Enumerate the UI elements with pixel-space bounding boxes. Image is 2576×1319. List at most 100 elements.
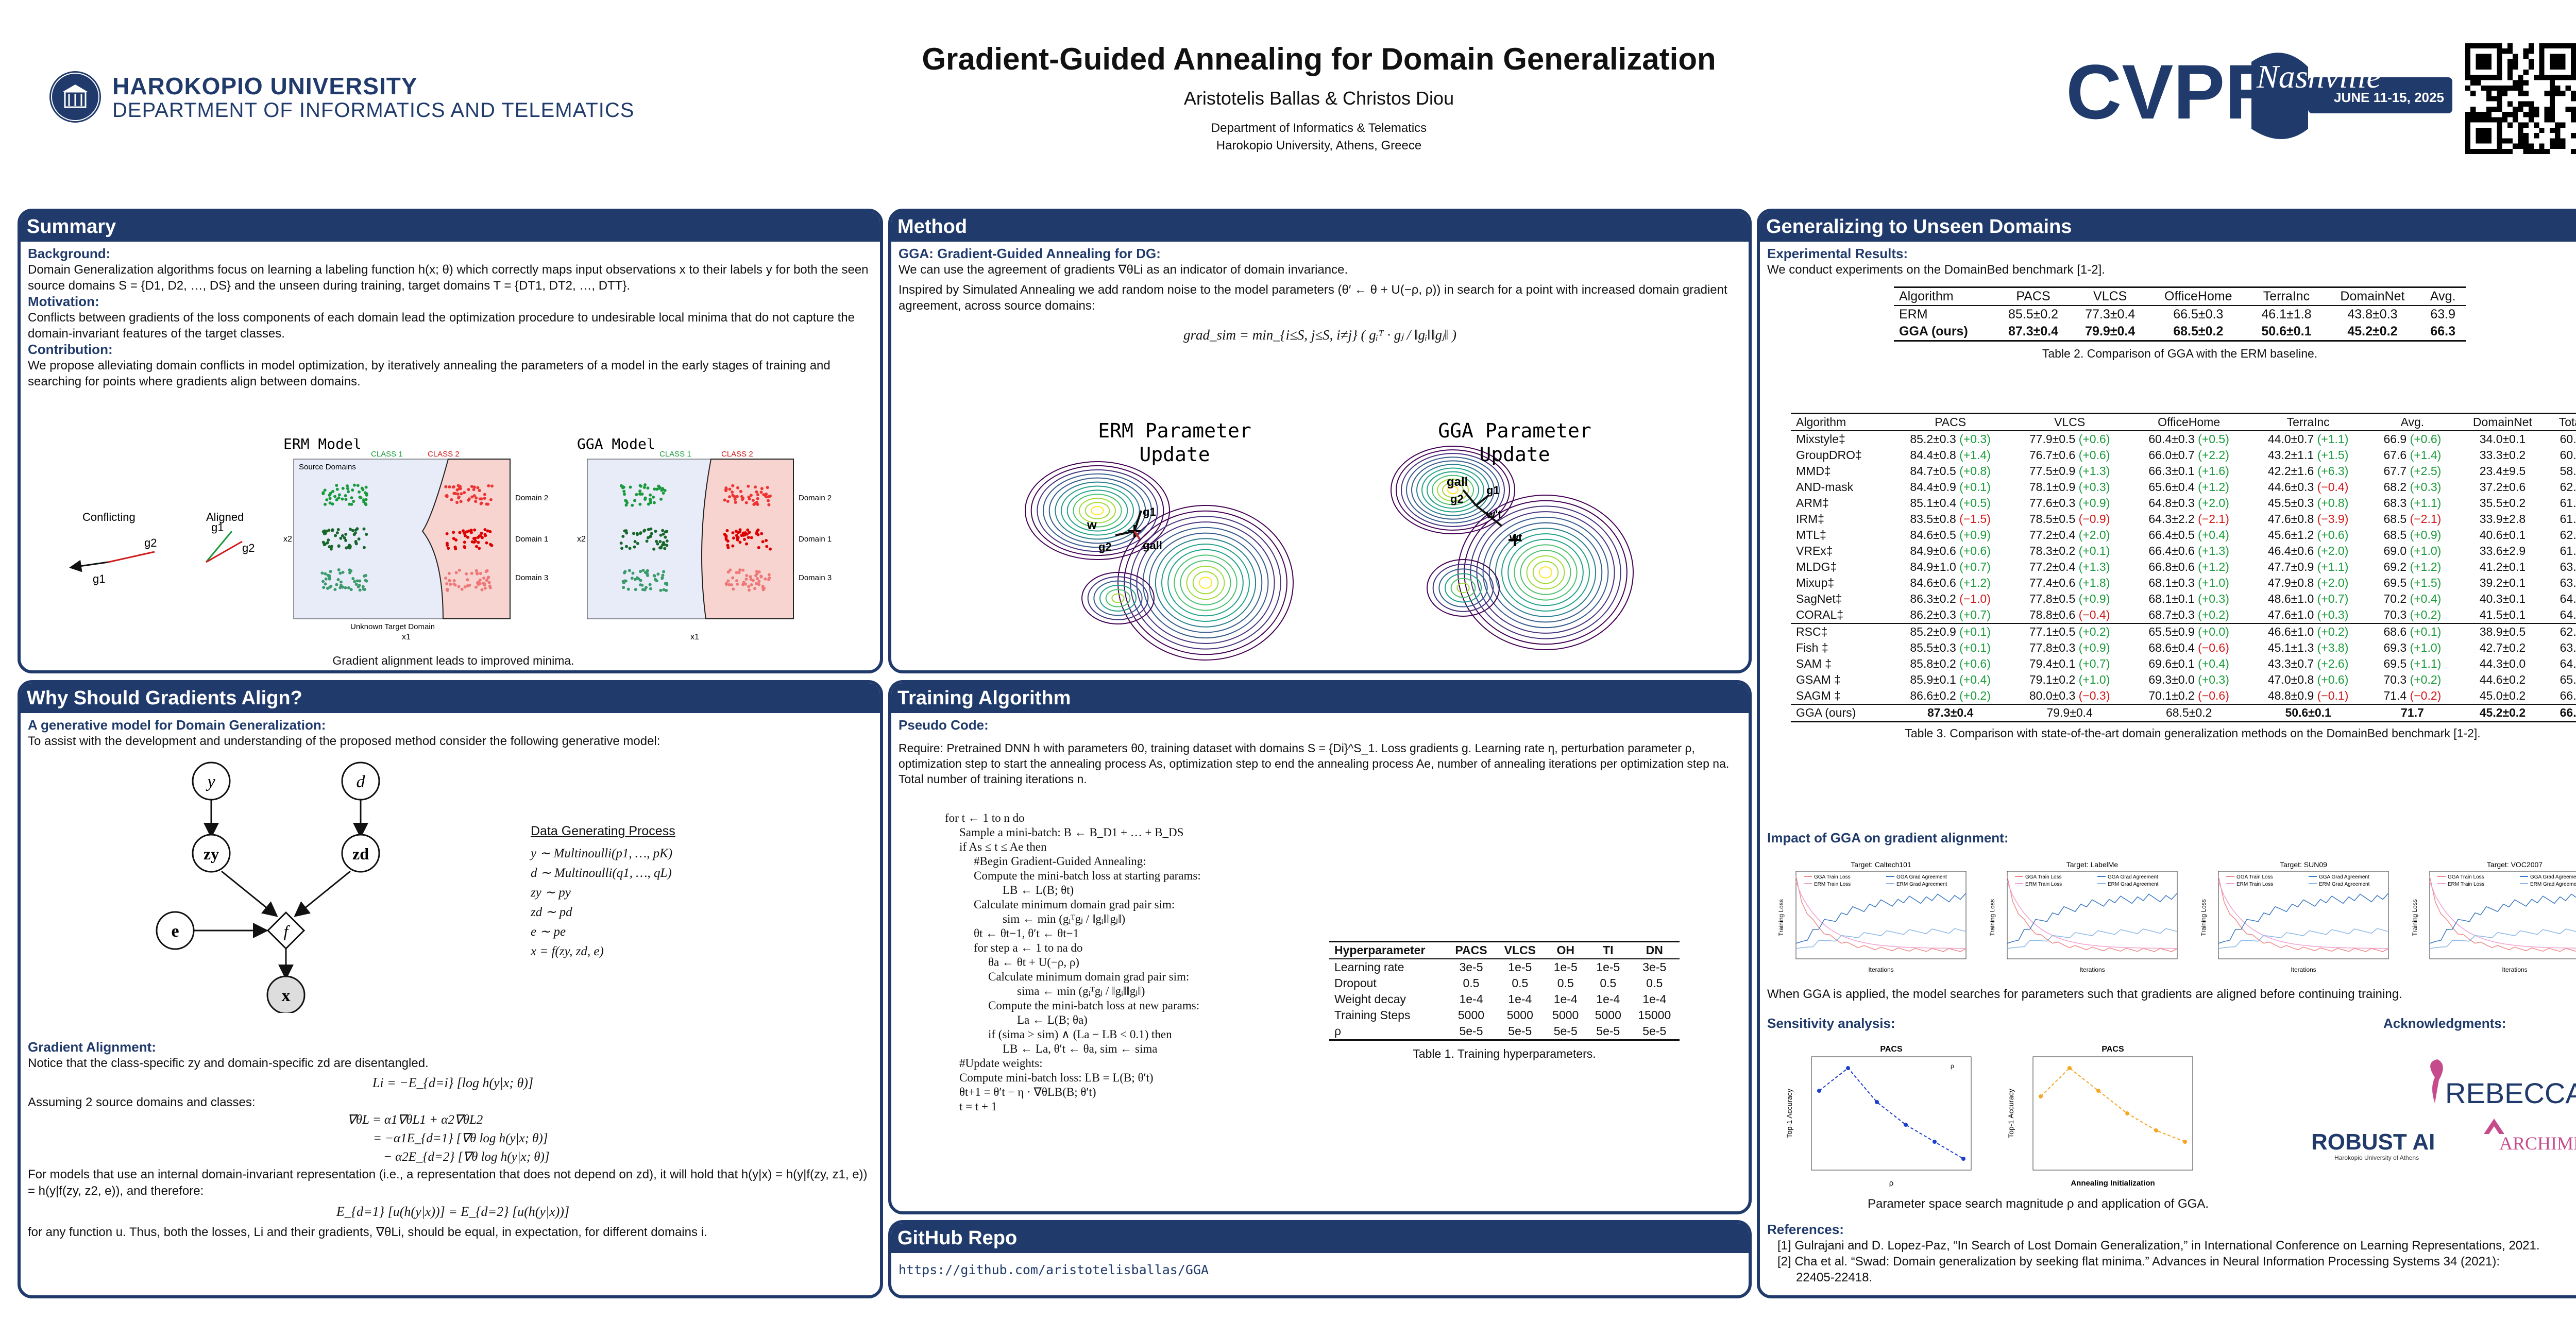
affiliation-line: Department of Informatics & Telematics [1211, 121, 1427, 135]
node-d: d [357, 772, 366, 791]
table-row: MTL‡ 84.6±0.5 (+0.9) 77.2±0.4 (+2.0) 66.4±0… [1791, 527, 2576, 543]
cell-delta: (+1.0) [2078, 673, 2110, 686]
column-header: OfficeHome [2164, 289, 2232, 303]
table-cell: 85.5±0.3 (+0.1) [1891, 640, 2010, 656]
table-cell: 63.9 [2560, 641, 2576, 654]
cell-value: 79.1±0.2 [2029, 673, 2079, 686]
table-cell: 80.0±0.3 (−0.3) [2010, 688, 2129, 704]
cell-value: 43.2±1.1 [2267, 448, 2317, 462]
table-cell: 69.0 (+1.0) [2368, 543, 2457, 559]
university-name: HAROKOPIO UNIVERSITY [112, 73, 418, 99]
code-line: if (sima > sim) ∧ (La − LB < 0.1) then [988, 1028, 1172, 1041]
table-cell: 0.5 [1600, 976, 1617, 990]
cell-delta: (+6.3) [2317, 464, 2349, 478]
table-cell: 40.3±0.1 [2479, 592, 2526, 605]
generative-model-text: To assist with the development and under… [28, 734, 660, 748]
cell-value: 85.1±0.4 [1910, 496, 1960, 510]
cell-delta: (+0.4) [2198, 528, 2229, 542]
code-line: for step a ← 1 to na do [974, 941, 1083, 954]
plot-legend-entry: ERM Grad Agreement [2530, 882, 2576, 887]
qr-code-icon[interactable] [2465, 43, 2576, 154]
table-cell: 66.3±0.1 (+1.6) [2129, 463, 2249, 479]
table-cell: 87.3±0.4 [2008, 324, 2059, 339]
sens-xlabel: ρ [1889, 1179, 1894, 1188]
table-cell: 66.8±0.6 (+1.2) [2129, 559, 2249, 575]
table-cell: 68.5±0.2 [2173, 324, 2224, 339]
cell-delta: (+0.4) [1959, 673, 1991, 686]
why-panel: Why Should Gradients Align? A generative… [18, 680, 883, 1298]
cell-value: 70.3 [2383, 608, 2410, 621]
sensitivity-caption: Parameter space search magnitude ρ and a… [1867, 1197, 2209, 1211]
pseudocode-heading: Pseudo Code: [899, 717, 989, 733]
code-line: #Update weights: [959, 1057, 1043, 1070]
plot-ylabel: Training Loss [2411, 899, 2418, 936]
table-row: RSC‡ 85.2±0.9 (+0.1) 77.1±0.5 (+0.2) 65.5±0… [1791, 623, 2576, 640]
authors: Aristotelis Ballas & Christos Diou [1183, 88, 1454, 109]
method-text: We can use the agreement of gradients ∇θ… [899, 263, 1348, 277]
table-cell: 69.3±0.0 (+0.3) [2129, 672, 2249, 688]
table3-wrap: Algorithm PACS VLCS OfficeHome TerraInc Avg. D… [1791, 413, 2576, 740]
cvpr-text: CVPR [2066, 48, 2281, 135]
cell-value: 66.4±0.6 [2148, 544, 2198, 557]
table-cell: 5e-5 [1553, 1024, 1578, 1038]
class1-label: CLASS 1 [371, 450, 403, 459]
experimental-results-heading: Experimental Results: [1767, 246, 1908, 261]
table-cell: 48.8±0.9 (−0.1) [2248, 688, 2368, 704]
table-cell: ρ [1334, 1024, 1342, 1038]
require-text: Require: Pretrained DNN h with parameter… [899, 741, 1730, 786]
table-cell: 38.9±0.5 [2479, 625, 2526, 638]
table-cell: 44.6±0.3 (−0.4) [2248, 479, 2368, 495]
cell-value: 69.6±0.1 [2148, 657, 2198, 670]
gga-g2-label: g2 [1450, 493, 1464, 505]
sensitivity-heading: Sensitivity analysis: [1767, 1016, 1895, 1031]
dgp-line: zd ∼ pd [531, 905, 572, 919]
cell-delta: (+0.1) [1959, 625, 1991, 638]
plot-legend-entry: ERM Grad Agreement [2108, 882, 2159, 887]
table-cell: 48.6±1.0 (+0.7) [2248, 591, 2368, 607]
data-point [2183, 1140, 2187, 1144]
cell-delta: (+0.6) [1959, 657, 1991, 670]
equation: ∇θL = α1∇θL1 + α2∇θL2 [347, 1113, 483, 1127]
github-link[interactable]: https://github.com/aristotelisballas/GGA [899, 1262, 1209, 1277]
table-cell: 65.1 [2560, 673, 2576, 686]
cell-value: 70.3 [2383, 673, 2410, 686]
column-header: VLCS [2093, 289, 2127, 303]
table-cell: GSAM ‡ [1796, 673, 1841, 686]
plot-legend-entry: GGA Train Loss [2448, 874, 2484, 880]
table-cell: 0.5 [1512, 976, 1529, 990]
ga-text: For models that use an internal domain-i… [28, 1168, 868, 1198]
table-cell: 23.4±9.5 [2479, 464, 2526, 478]
equation: = −α1E_{d=1} [∇θ log h(y|x; θ)] [373, 1131, 548, 1145]
rebecca-ribbon-icon [2430, 1059, 2443, 1103]
cell-value: 47.6±1.0 [2267, 608, 2317, 621]
table-cell: 5e-5 [1459, 1024, 1483, 1038]
plot-legend-entry: ERM Train Loss [1814, 882, 1851, 887]
table-cell: 83.5±0.8 (−1.5) [1891, 511, 2010, 527]
table-cell: 68.7±0.3 (+0.2) [2129, 607, 2249, 623]
table-cell: 37.2±0.6 [2479, 480, 2526, 494]
code-line: LB ← L(B; θt) [1003, 884, 1074, 897]
cell-delta: (+1.3) [2198, 544, 2229, 557]
plot-xlabel: Iterations [2502, 966, 2527, 973]
cell-delta: (+0.1) [2410, 625, 2442, 638]
table-cell: 66.1 [2560, 689, 2576, 702]
table-cell: 60.4±0.3 (+0.5) [2129, 431, 2249, 447]
table-cell: 69.5 (+1.1) [2368, 656, 2457, 672]
contribution-text: We propose alleviating domain conflicts … [28, 359, 831, 388]
table-cell: SAM ‡ [1796, 657, 1832, 670]
code-line: Compute the mini-batch loss at starting … [974, 869, 1201, 882]
aligned-label: Aligned [206, 511, 244, 523]
column-header: VLCS [2054, 415, 2086, 429]
table-cell: ERM [1899, 307, 1928, 322]
cell-delta: (+0.9) [2410, 528, 2442, 542]
table-cell: 46.4±0.6 (+2.0) [2248, 543, 2368, 559]
cell-value: 85.2±0.3 [1910, 432, 1960, 446]
table-cell: MMD‡ [1796, 464, 1831, 478]
table-cell: 41.5±0.1 [2479, 608, 2526, 621]
table-cell: 43.3±0.7 (+2.6) [2248, 656, 2368, 672]
table-cell: Training Steps [1334, 1008, 1411, 1022]
impact-heading: Impact of GGA on gradient alignment: [1767, 830, 2009, 845]
affiliation-line: Harokopio University, Athens, Greece [1216, 139, 1422, 153]
sens-xlabel: Annealing Initialization [2071, 1179, 2155, 1188]
table-cell: 58.8 [2560, 464, 2576, 478]
